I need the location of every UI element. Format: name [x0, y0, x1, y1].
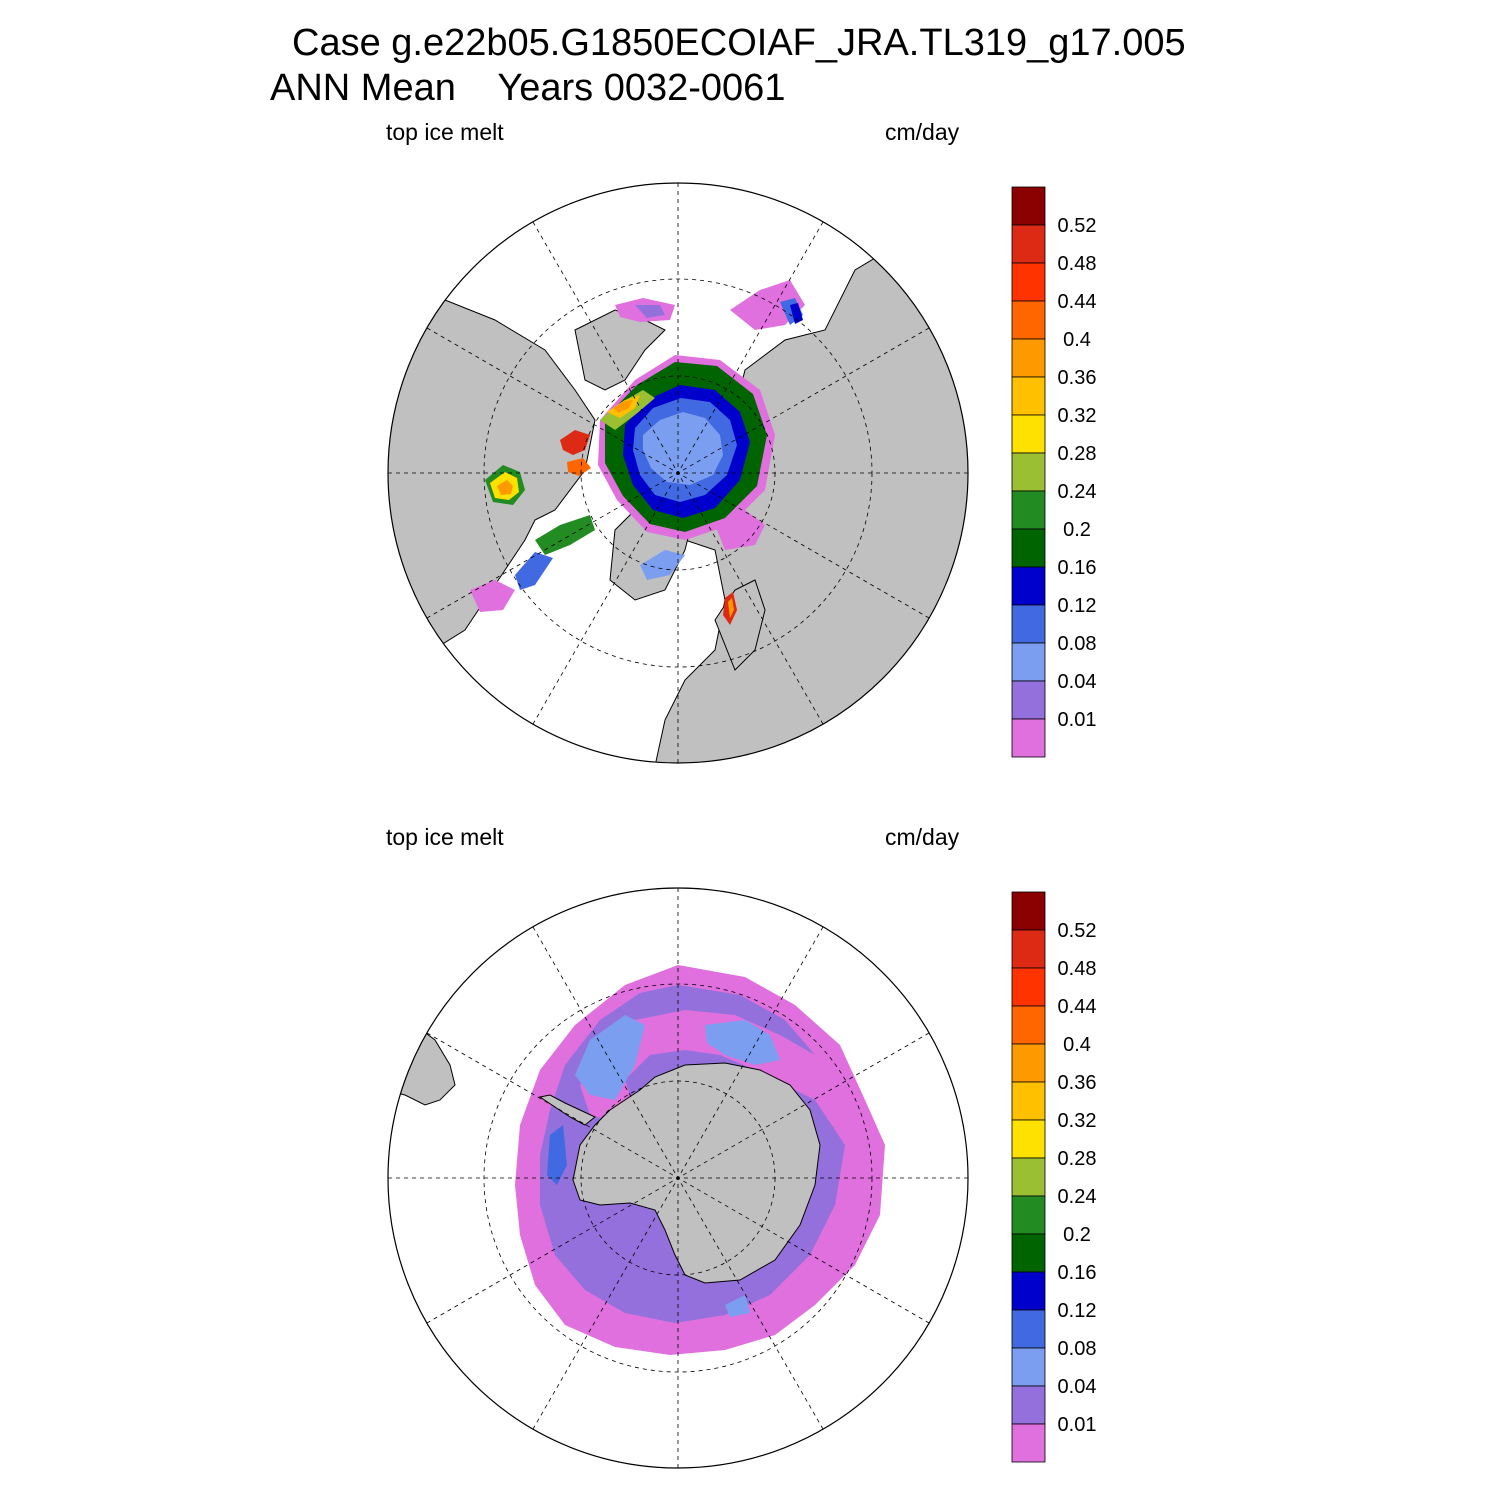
colorbar-swatch: [1011, 1195, 1046, 1235]
south-graticule: [388, 888, 968, 1468]
colorbar-tick-label: 0.2: [1063, 1224, 1091, 1246]
colorbar-tick-label: 0.16: [1058, 557, 1097, 579]
colorbar-swatch: [1011, 1385, 1046, 1425]
colorbar-tick-label: 0.01: [1058, 1414, 1097, 1436]
colorbar-tick-label: 0.4: [1063, 1034, 1091, 1056]
colorbar-tick-label: 0.28: [1058, 443, 1097, 465]
figure-title-line-1: Case g.e22b05.G1850ECOIAF_JRA.TL319_g17.…: [292, 22, 1186, 64]
south-land-antarctic-peninsula: [538, 1094, 596, 1126]
colorbar-swatch: [1011, 490, 1046, 530]
colorbar-tick-label: 0.48: [1058, 958, 1097, 980]
colorbar-tick-label: 0.16: [1058, 1262, 1097, 1284]
colorbar-swatch: [1011, 528, 1046, 568]
colorbar-swatch: [1011, 1157, 1046, 1197]
colorbar-swatch: [1011, 224, 1046, 264]
colorbar-tick-label: 0.44: [1058, 996, 1097, 1018]
colorbar-tick-label: 0.24: [1058, 1186, 1097, 1208]
colorbar-tick-label: 0.12: [1058, 595, 1097, 617]
colorbar-tick-label: 0.32: [1058, 1110, 1097, 1132]
north-variable-label: top ice melt: [386, 119, 504, 145]
south-map-svg: [387, 887, 969, 1469]
colorbar-swatch: [1011, 1005, 1046, 1045]
colorbar-swatch: [1011, 1309, 1046, 1349]
north-graticule: [388, 183, 968, 763]
colorbar-swatch: [1011, 1271, 1046, 1311]
colorbar-swatch: [1011, 414, 1046, 454]
colorbar-tick-label: 0.08: [1058, 633, 1097, 655]
colorbar-swatch: [1011, 376, 1046, 416]
colorbar-tick-label: 0.32: [1058, 405, 1097, 427]
colorbar-tick-label: 0.52: [1058, 215, 1097, 237]
north-map-svg: [387, 182, 969, 764]
colorbar-swatch: [1011, 1081, 1046, 1121]
south-colorbar: 0.52 0.48 0.44 0.4 0.36 0.32 0.28 0.24 0.2 0.16 0.…: [1010, 890, 1110, 1465]
colorbar-tick-label: 0.04: [1058, 671, 1097, 693]
colorbar-swatch: [1011, 1119, 1046, 1159]
north-units-label: cm/day: [885, 119, 960, 145]
colorbar-tick-label: 0.12: [1058, 1300, 1097, 1322]
figure-title-line-2: ANN Mean Years 0032-0061: [270, 67, 786, 109]
colorbar-tick-label: 0.2: [1063, 519, 1091, 541]
colorbar-swatch: [1011, 1423, 1046, 1463]
south-colorbar-svg: 0.52 0.48 0.44 0.4 0.36 0.32 0.28 0.24 0.2 0.16 0.…: [1011, 891, 1097, 1463]
colorbar-tick-label: 0.24: [1058, 481, 1097, 503]
colorbar-swatch: [1011, 452, 1046, 492]
north-polar-map: [385, 180, 971, 766]
south-polar-panel: top ice melt cm/day: [0, 705, 1500, 1469]
south-polar-map: [385, 885, 971, 1471]
colorbar-tick-label: 0.04: [1058, 1376, 1097, 1398]
south-map-border: [387, 887, 969, 1469]
colorbar-swatch: [1011, 300, 1046, 340]
north-colorbar-svg: 0.52 0.48 0.44 0.4 0.36 0.32 0.28 0.24 0.2 0.16 0.…: [1011, 186, 1097, 758]
colorbar-swatch: [1011, 566, 1046, 606]
colorbar-tick-label: 0.52: [1058, 920, 1097, 942]
south-land-antarctica: [572, 1062, 821, 1284]
colorbar-swatch: [1011, 262, 1046, 302]
colorbar-swatch: [1011, 1347, 1046, 1387]
colorbar-swatch: [1011, 967, 1046, 1007]
colorbar-swatch: [1011, 338, 1046, 378]
north-map-border: [387, 182, 969, 764]
colorbar-swatch: [1011, 186, 1046, 226]
north-colorbar: 0.52 0.48 0.44 0.4 0.36 0.32 0.28 0.24 0.2 0.16 0.…: [1010, 185, 1110, 760]
colorbar-swatch: [1011, 642, 1046, 682]
south-variable-label: top ice melt: [386, 824, 504, 850]
colorbar-tick-label: 0.4: [1063, 329, 1091, 351]
colorbar-tick-label: 0.28: [1058, 1148, 1097, 1170]
north-polar-panel: top ice melt cm/day: [0, 0, 1500, 764]
colorbar-tick-label: 0.48: [1058, 253, 1097, 275]
colorbar-tick-label: 0.08: [1058, 1338, 1097, 1360]
colorbar-tick-label: 0.01: [1058, 709, 1097, 731]
colorbar-swatch: [1011, 1233, 1046, 1273]
south-units-label: cm/day: [885, 824, 960, 850]
colorbar-swatch: [1011, 929, 1046, 969]
colorbar-swatch: [1011, 604, 1046, 644]
colorbar-swatch: [1011, 718, 1046, 758]
colorbar-tick-label: 0.36: [1058, 1072, 1097, 1094]
colorbar-swatch: [1011, 891, 1046, 931]
colorbar-tick-label: 0.44: [1058, 291, 1097, 313]
colorbar-tick-label: 0.36: [1058, 367, 1097, 389]
colorbar-swatch: [1011, 680, 1046, 720]
colorbar-swatch: [1011, 1043, 1046, 1083]
